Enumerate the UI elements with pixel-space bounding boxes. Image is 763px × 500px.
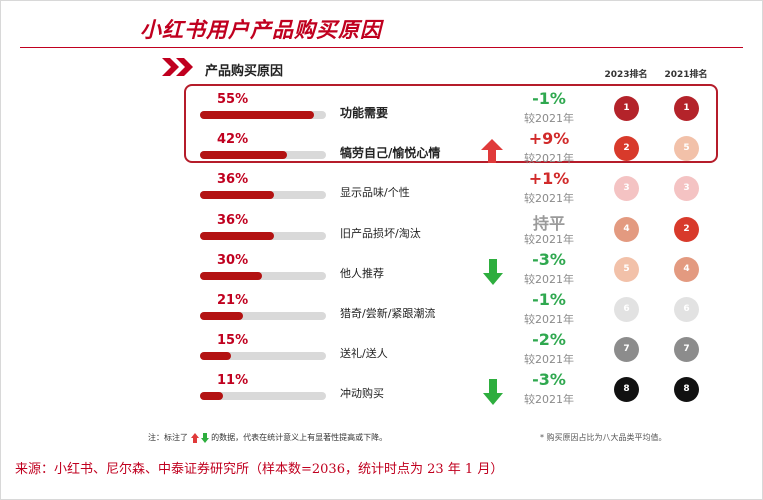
section-title: 产品购买原因	[205, 64, 284, 79]
rank-2023-badge: 3	[614, 176, 639, 202]
rank-2021-badge: 2	[674, 216, 699, 242]
bar-track	[200, 352, 326, 361]
reason-label: 送礼/送人	[340, 347, 388, 361]
source: 来源：小红书、尼尔森、中泰证券研究所（样本数=2036，统计时点为 23 年 1…	[15, 462, 504, 477]
reason-label: 功能需要	[340, 106, 389, 120]
rank-2021-badge: 1	[674, 96, 699, 121]
note-suffix: 的数据，代表在统计意义上有显著性提高或下降。	[211, 433, 388, 442]
change-value: -3%	[532, 370, 566, 390]
bar	[200, 191, 275, 200]
pct-label: 42%	[217, 132, 249, 148]
compare-label: 较2021年	[524, 393, 574, 407]
rank-2023-badge: 6	[614, 297, 639, 322]
chart-row: 42% 犒劳自己/愉悦心情 +9% 较2021年 2 5	[0, 129, 763, 168]
bar-track	[200, 271, 326, 280]
bar-track	[200, 312, 326, 320]
bar	[200, 352, 231, 361]
bar	[200, 231, 275, 240]
up-down-arrows-icon	[190, 432, 209, 443]
chart-row: 11% 冲动购买 -3% 较2021年 8 8	[0, 370, 763, 409]
change-value: -3%	[532, 249, 566, 269]
rank-2021-badge: 4	[674, 256, 699, 282]
pct-label: 11%	[217, 373, 249, 389]
change-value: +1%	[528, 169, 570, 189]
compare-label: 较2021年	[524, 152, 574, 166]
chart-row: 36% 显示品味/个性 +1% 较2021年 3 3	[0, 169, 763, 208]
chart-row: 36% 旧产品损坏/淘汰 持平 较2021年 4 2	[0, 211, 763, 249]
bar-track	[200, 392, 326, 401]
rank-2021-badge: 6	[674, 297, 699, 322]
compare-label: 较2021年	[524, 353, 574, 367]
pct-label: 55%	[217, 92, 249, 107]
change-value: -2%	[532, 330, 566, 350]
rank-2023-badge: 1	[614, 96, 639, 121]
reason-label: 旧产品损坏/淘汰	[340, 226, 421, 240]
change-value: 持平	[532, 213, 565, 233]
chart-row: 30% 他人推荐 -3% 较2021年 5 4	[0, 249, 763, 289]
change-value: -1%	[532, 89, 566, 108]
reason-label: 他人推荐	[340, 266, 384, 280]
pct-label: 36%	[217, 212, 249, 228]
chart-row: 21% 猎奇/尝新/紧跟潮流 -1% 较2021年 6 6	[0, 290, 763, 329]
bar	[200, 151, 287, 160]
rank-2021-badge: 7	[674, 337, 699, 363]
change-value: -1%	[532, 290, 566, 309]
title-rule	[20, 47, 743, 48]
bar	[200, 111, 314, 119]
compare-label: 较2021年	[524, 232, 574, 246]
bar	[200, 271, 262, 280]
compare-label: 较2021年	[524, 313, 574, 326]
rank-2023-badge: 5	[614, 256, 639, 282]
compare-label: 较2021年	[524, 112, 574, 125]
pct-label: 30%	[217, 252, 249, 268]
rank-2023-badge: 2	[614, 136, 639, 162]
chevron-double-icon	[162, 58, 193, 76]
highlight-box	[184, 84, 718, 163]
col-head-2023: 2023排名	[604, 70, 648, 80]
pct-label: 15%	[217, 333, 249, 349]
rank-2023-badge: 4	[614, 216, 639, 242]
significant-up-arrow-icon	[481, 139, 503, 163]
rank-2021-badge: 8	[674, 377, 699, 403]
rank-2023-badge: 8	[614, 377, 639, 403]
col-head-2021: 2021排名	[664, 70, 708, 80]
reason-label: 冲动购买	[340, 387, 384, 401]
page-title: 小红书用户产品购买原因	[140, 17, 382, 42]
compare-label: 较2021年	[524, 272, 574, 286]
reason-label: 猎奇/尝新/紧跟潮流	[340, 307, 436, 320]
chart-row: 55% 功能需要 -1% 较2021年 1 1	[0, 89, 763, 128]
bar	[200, 312, 244, 320]
bar	[200, 392, 223, 401]
note-right: * 购买原因占比为八大品类平均值。	[540, 433, 667, 442]
note: 注：标注了 的数据，代表在统计意义上有显著性提高或下降。	[148, 432, 387, 443]
significant-down-arrow-icon	[483, 259, 503, 285]
compare-label: 较2021年	[524, 192, 574, 206]
chart-row: 15% 送礼/送人 -2% 较2021年 7 7	[0, 330, 763, 369]
rank-2021-badge: 3	[674, 176, 699, 202]
note-prefix: 注：标注了	[148, 433, 188, 442]
significant-down-arrow-icon	[483, 379, 503, 405]
rank-2021-badge: 5	[674, 136, 699, 162]
change-value: +9%	[528, 129, 570, 149]
pct-label: 21%	[217, 293, 249, 308]
reason-label: 犒劳自己/愉悦心情	[340, 146, 441, 161]
rank-2023-badge: 7	[614, 337, 639, 363]
reason-label: 显示品味/个性	[340, 186, 410, 200]
pct-label: 36%	[217, 172, 249, 188]
